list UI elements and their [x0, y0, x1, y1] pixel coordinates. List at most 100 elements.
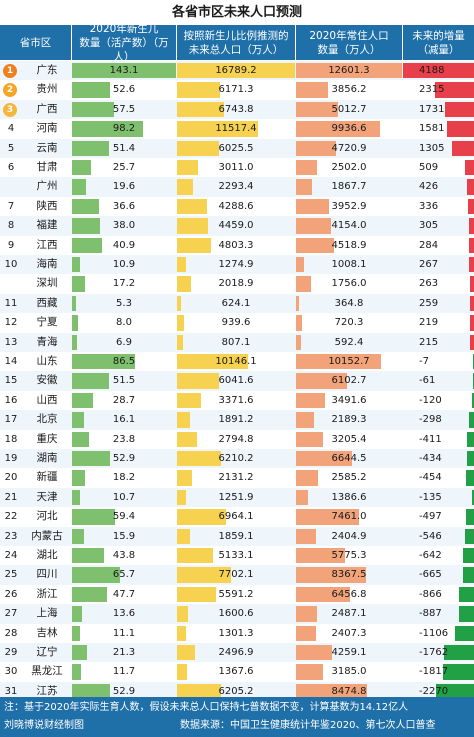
births-cell: 52.6 — [72, 80, 176, 99]
change-bar — [466, 470, 474, 486]
header-future-label: 按照新生儿比例推测的 未来总人口（万人） — [183, 29, 289, 56]
births-cell: 13.6 — [72, 604, 176, 623]
rank-number: 9 — [7, 239, 15, 251]
change-bar — [444, 645, 474, 661]
resident-population-bar — [296, 121, 380, 137]
births-cell: 47.7 — [72, 585, 176, 604]
resident-population-cell: 2502.0 — [296, 158, 402, 177]
change-bar — [470, 334, 474, 350]
province-name: 贵州 — [36, 83, 58, 96]
resident-population-bar — [296, 295, 300, 312]
future-population-cell: 1274.9 — [177, 255, 295, 274]
resident-population-value: 1008.1 — [331, 259, 367, 270]
future-population-cell: 1367.6 — [177, 662, 295, 681]
resident-population-bar — [296, 334, 301, 350]
header-resident: 2020年常住人口 数量（万人） — [296, 25, 402, 60]
province-name: 深圳 — [36, 277, 58, 290]
province-name: 青海 — [36, 335, 58, 348]
rank-number: 8 — [7, 220, 15, 232]
header-births: 2020年新生儿 数量（活产数）（万人） — [72, 23, 176, 63]
resident-population-cell: 6102.7 — [296, 371, 402, 390]
change-value: 4188 — [419, 65, 445, 76]
future-population-cell: 1301.3 — [177, 624, 295, 643]
table-row: 12 宁夏 8.0 939.6 720.3 219 — [0, 313, 474, 333]
births-bar — [72, 198, 99, 215]
rank-number: 20 — [4, 472, 18, 484]
future-population-bar — [177, 140, 220, 156]
births-value: 28.7 — [112, 394, 136, 406]
births-value: 8.0 — [116, 317, 132, 329]
footer-source: 数据来源：中国卫生健康统计年鉴2020、第七次人口普查 — [180, 720, 436, 731]
table-row: 13 青海 6.9 807.1 592.4 215 — [0, 332, 474, 352]
future-population-cell: 6964.1 — [177, 507, 295, 526]
change-value: -2270 — [419, 685, 449, 697]
province-name: 湖北 — [36, 549, 58, 561]
resident-population-cell: 2407.3 — [296, 624, 402, 643]
births-cell: 65.7 — [72, 565, 176, 584]
future-population-value: 6025.5 — [218, 142, 254, 154]
future-population-value: 807.1 — [221, 336, 251, 348]
table-row: 6 甘肃 25.7 3011.0 2502.0 509 — [0, 158, 474, 178]
future-population-value: 16789.2 — [215, 65, 257, 76]
change-cell: 305 — [403, 216, 474, 235]
births-bar — [72, 645, 88, 661]
resident-population-bar — [296, 431, 323, 447]
change-cell: -120 — [403, 391, 474, 410]
rank-number: 5 — [7, 142, 15, 154]
change-cell: -411 — [403, 430, 474, 449]
future-population-cell: 6210.2 — [177, 449, 295, 468]
resident-population-value: 364.8 — [334, 297, 364, 309]
change-value: 1305 — [419, 142, 445, 154]
future-population-cell: 5591.2 — [177, 585, 295, 604]
future-population-bar — [177, 528, 191, 544]
future-population-bar — [177, 315, 184, 331]
change-value: 1581 — [419, 123, 445, 135]
future-population-cell: 6743.8 — [177, 100, 295, 119]
births-cell: 51.4 — [72, 139, 176, 158]
change-cell: 509 — [403, 158, 474, 177]
resident-population-bar — [296, 567, 367, 583]
future-population-cell: 6205.2 — [177, 682, 295, 701]
change-cell: 267 — [403, 255, 474, 274]
resident-population-value: 2404.9 — [331, 530, 367, 542]
future-population-bar — [177, 548, 214, 564]
future-population-value: 3011.0 — [218, 162, 254, 173]
change-value: -120 — [419, 394, 442, 406]
births-bar — [72, 567, 120, 583]
table-row: 广州 19.6 2293.4 1867.7 426 — [0, 177, 474, 197]
rank-cell: 4 — [0, 119, 24, 138]
births-cell: 38.0 — [72, 216, 176, 235]
future-population-bar — [177, 218, 209, 234]
rank-cell: 9 — [0, 236, 24, 255]
province-name: 吉林 — [36, 626, 58, 639]
province-name: 甘肃 — [36, 161, 58, 173]
births-value: 17.2 — [112, 278, 136, 290]
change-value: -546 — [419, 530, 442, 542]
births-cell: 40.9 — [72, 236, 176, 255]
births-bar — [72, 528, 84, 544]
resident-population-cell: 364.8 — [296, 294, 402, 313]
province-name: 宁夏 — [36, 316, 58, 329]
change-value: 336 — [419, 200, 439, 212]
future-population-bar — [177, 121, 258, 137]
rank-cell: 13 — [0, 333, 24, 352]
births-bar — [72, 451, 111, 467]
resident-population-bar — [296, 509, 359, 525]
rank-number: 27 — [4, 608, 18, 620]
change-bar — [464, 528, 474, 544]
change-bar — [451, 140, 474, 156]
table-row: 2 贵州 52.6 6171.3 3856.2 2315 — [0, 80, 474, 100]
births-bar — [72, 412, 84, 428]
rank-number: 28 — [4, 627, 18, 639]
resident-population-value: 5775.3 — [331, 550, 367, 561]
births-value: 25.7 — [112, 162, 136, 173]
rank-medal-icon: 2 — [3, 83, 17, 98]
resident-population-value: 2487.1 — [331, 608, 367, 620]
table-row: 15 安徽 51.5 6041.6 6102.7 -61 — [0, 371, 474, 391]
change-bar — [468, 218, 474, 234]
footer-note: 注：基于2020年实际生育人数，假设未来总人口保持七普数据不变，计算基数为14.… — [4, 702, 409, 713]
change-bar — [466, 179, 474, 195]
births-cell: 8.0 — [72, 313, 176, 332]
resident-population-bar — [296, 683, 368, 700]
resident-population-value: 7461.0 — [331, 511, 367, 523]
